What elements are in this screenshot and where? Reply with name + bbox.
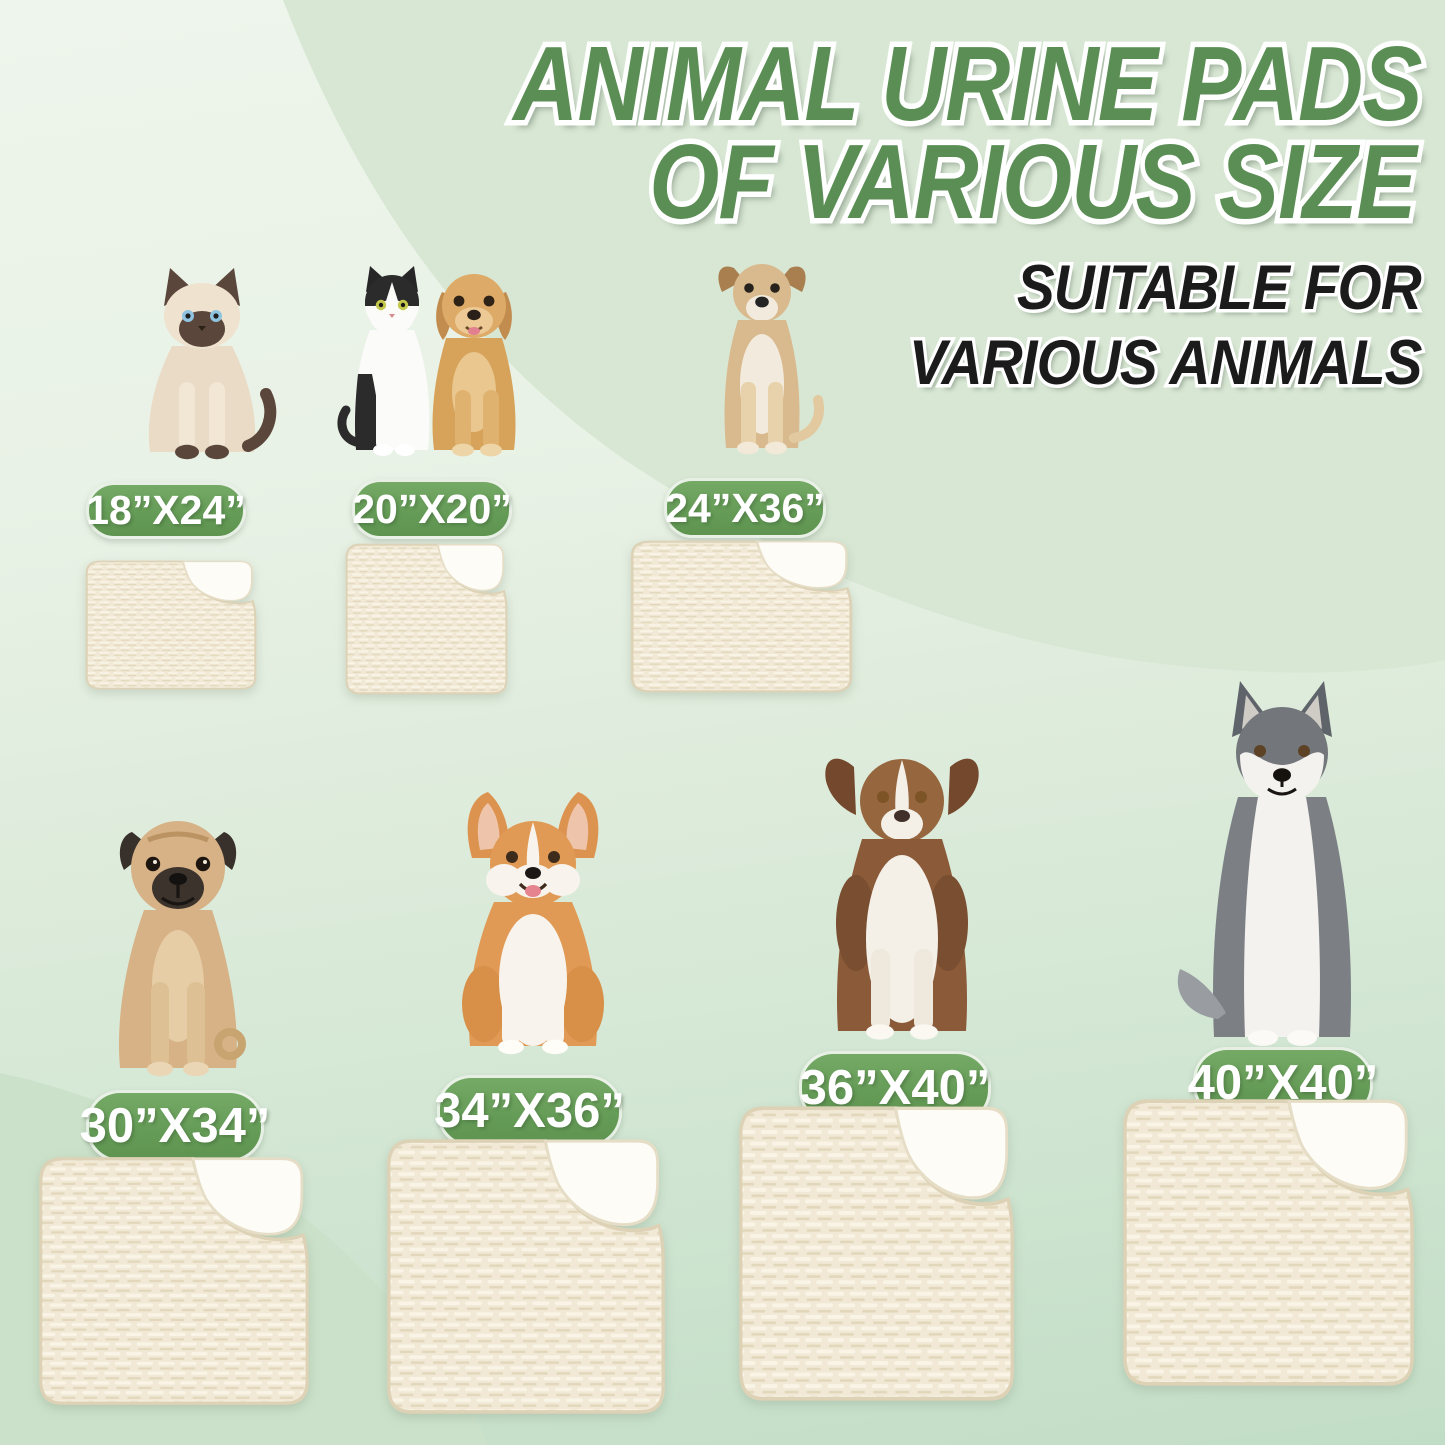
siamese-cat-image xyxy=(148,268,277,460)
subtitle-line1: SUITABLE FOR xyxy=(1017,252,1422,324)
urine-pad-30x34 xyxy=(39,1157,309,1405)
urine-pad-34x36 xyxy=(386,1139,666,1414)
size-badge-24x36: 24”X36” xyxy=(664,478,826,538)
size-badge-18x24: 18”X24” xyxy=(86,482,246,539)
page-title-line2: OF VARIOUS SIZE xyxy=(649,122,1416,243)
urine-pad-18x24 xyxy=(85,560,257,690)
husky-image xyxy=(1177,681,1351,1046)
size-badge-20x20: 20”X20” xyxy=(352,479,512,539)
cat-and-puppy-image xyxy=(337,266,516,457)
urine-pad-20x20 xyxy=(345,543,508,695)
australian-shepherd-image xyxy=(825,758,979,1040)
pug-image xyxy=(119,821,246,1077)
subtitle-line2: VARIOUS ANIMALS xyxy=(909,327,1422,399)
size-badge-34x36: 34”X36” xyxy=(434,1075,625,1147)
tan-dog-image xyxy=(718,264,824,455)
urine-pad-24x36 xyxy=(630,540,853,693)
urine-pad-40x40 xyxy=(1123,1099,1414,1386)
urine-pad-36x40 xyxy=(738,1106,1015,1401)
corgi-image xyxy=(462,792,604,1055)
size-badge-30x34: 30”X34” xyxy=(80,1090,270,1162)
